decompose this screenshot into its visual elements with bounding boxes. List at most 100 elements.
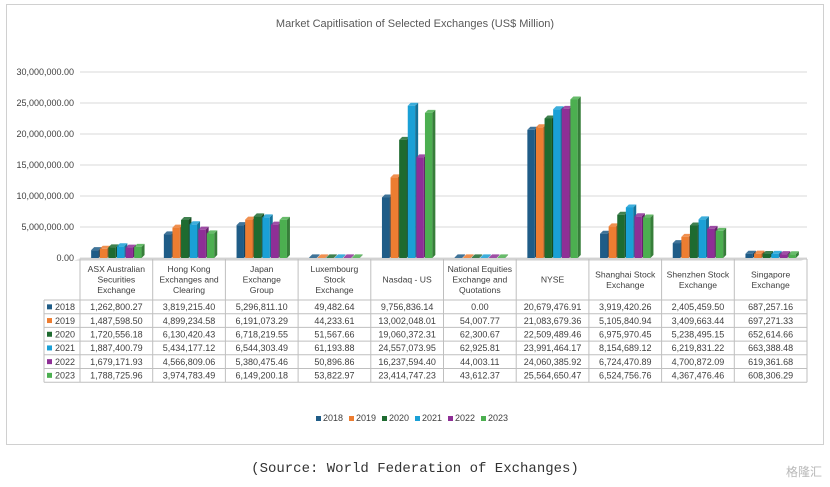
bar-top-2019 bbox=[681, 233, 692, 237]
bar-side-2021 bbox=[487, 254, 491, 258]
category-label: Singapore bbox=[751, 269, 790, 279]
row-label-2020: 2020 bbox=[55, 329, 75, 339]
bar-top-2022 bbox=[198, 226, 209, 230]
bar-2021 bbox=[407, 105, 416, 258]
data-label: 51,567.66 bbox=[314, 329, 354, 339]
data-label: 13,002,048.01 bbox=[378, 316, 436, 326]
data-label: 6,130,420.43 bbox=[163, 329, 216, 339]
data-label: 24,557,073.95 bbox=[378, 343, 436, 353]
data-label: 6,191,073.29 bbox=[235, 316, 288, 326]
bar-2021 bbox=[553, 109, 561, 258]
bar-2021 bbox=[335, 257, 343, 258]
y-tick-label: 10,000,000.00 bbox=[16, 191, 74, 201]
bar-top-2023 bbox=[497, 254, 509, 258]
legend-label-2023: 2023 bbox=[488, 413, 508, 423]
data-label: 0.00 bbox=[471, 302, 489, 312]
bar-top-2020 bbox=[471, 254, 483, 258]
bar-side-2023 bbox=[214, 230, 218, 258]
bar-2018 bbox=[309, 257, 317, 258]
bar-top-2021 bbox=[771, 250, 782, 254]
bar-top-2021 bbox=[262, 214, 273, 218]
y-tick-label: 0.00 bbox=[56, 253, 74, 263]
bar-side-2022 bbox=[496, 254, 500, 258]
data-label: 4,700,872.09 bbox=[672, 357, 725, 367]
data-label: 6,718,219.55 bbox=[235, 329, 288, 339]
bar-2018 bbox=[527, 129, 535, 258]
category-label: Shanghai Stock bbox=[595, 269, 656, 279]
data-label: 9,756,836.14 bbox=[381, 302, 434, 312]
data-label: 3,409,663.44 bbox=[672, 316, 725, 326]
category-label: National Equities bbox=[448, 264, 513, 274]
bar-2021 bbox=[116, 246, 125, 258]
bar-top-2020 bbox=[181, 216, 192, 220]
bar-top-2021 bbox=[553, 106, 564, 110]
data-label: 6,724,470.89 bbox=[599, 357, 652, 367]
data-label: 6,544,303.49 bbox=[235, 343, 288, 353]
bar-2022 bbox=[489, 257, 497, 258]
bar-top-2020 bbox=[108, 244, 119, 248]
data-label: 5,105,840.94 bbox=[599, 316, 652, 326]
data-label: 61,193.88 bbox=[314, 343, 354, 353]
bar-top-2023 bbox=[643, 214, 654, 218]
bar-top-2023 bbox=[134, 243, 145, 247]
bar-2018 bbox=[600, 233, 608, 258]
bar-top-2019 bbox=[390, 174, 401, 178]
data-label: 6,975,970.45 bbox=[599, 329, 652, 339]
legend-label-2018: 2018 bbox=[323, 413, 343, 423]
bar-top-2019 bbox=[535, 124, 547, 128]
bar-top-2020 bbox=[253, 213, 265, 217]
legend-key-2018 bbox=[47, 304, 52, 310]
bar-top-2018 bbox=[309, 254, 320, 258]
data-label: 8,154,689.12 bbox=[599, 343, 652, 353]
bar-2023 bbox=[424, 112, 433, 258]
category-label: Shenzhen Stock bbox=[667, 269, 730, 279]
bar-2022 bbox=[343, 257, 352, 258]
data-label: 1,887,400.79 bbox=[90, 343, 143, 353]
bar-top-2018 bbox=[381, 194, 393, 198]
bar-top-2023 bbox=[424, 109, 436, 113]
category-label: Stock bbox=[324, 275, 346, 285]
category-label: Exchange bbox=[243, 275, 281, 285]
category-label: Exchange bbox=[315, 285, 353, 295]
data-label: 49,482.64 bbox=[314, 302, 354, 312]
data-label: 16,237,594.40 bbox=[378, 357, 436, 367]
data-label: 3,974,783.49 bbox=[163, 371, 216, 381]
category-label: Exchange bbox=[752, 280, 790, 290]
bar-2019 bbox=[463, 257, 471, 258]
bar-2020 bbox=[253, 216, 262, 258]
data-label: 62,300.67 bbox=[460, 329, 500, 339]
category-label: Nasdaq - US bbox=[383, 275, 432, 285]
row-label-2019: 2019 bbox=[55, 316, 75, 326]
bar-top-2022 bbox=[489, 254, 500, 258]
data-label: 652,614.66 bbox=[748, 329, 793, 339]
bar-side-2023 bbox=[432, 109, 436, 258]
bar-2019 bbox=[245, 219, 253, 258]
row-label-2022: 2022 bbox=[55, 357, 75, 367]
legend-label-2021: 2021 bbox=[422, 413, 442, 423]
category-label: Group bbox=[250, 285, 274, 295]
bar-top-2020 bbox=[689, 222, 701, 226]
bar-top-2020 bbox=[326, 254, 337, 258]
row-label-2023: 2023 bbox=[55, 371, 75, 381]
bar-2022 bbox=[125, 247, 133, 258]
bar-top-2021 bbox=[116, 243, 128, 247]
bar-side-2023 bbox=[141, 243, 145, 258]
bar-top-2019 bbox=[245, 216, 256, 220]
bar-2018 bbox=[91, 250, 99, 258]
bar-top-2022 bbox=[343, 254, 355, 258]
bar-top-2018 bbox=[600, 230, 611, 234]
bar-2018 bbox=[672, 243, 681, 258]
bar-2020 bbox=[617, 214, 625, 258]
data-label: 53,822.97 bbox=[314, 371, 354, 381]
legend-key-2023 bbox=[47, 372, 52, 378]
bar-top-2018 bbox=[745, 250, 756, 254]
bar-2022 bbox=[707, 228, 715, 258]
bar-2023 bbox=[134, 246, 142, 258]
bar-side-2020 bbox=[479, 254, 483, 258]
bar-top-2018 bbox=[236, 222, 247, 226]
legend-key-2020 bbox=[47, 331, 52, 337]
bar-2020 bbox=[326, 257, 334, 258]
data-label: 4,899,234.58 bbox=[163, 316, 216, 326]
bar-top-2021 bbox=[335, 254, 346, 258]
source-note: (Source: World Federation of Exchanges) bbox=[251, 461, 579, 477]
